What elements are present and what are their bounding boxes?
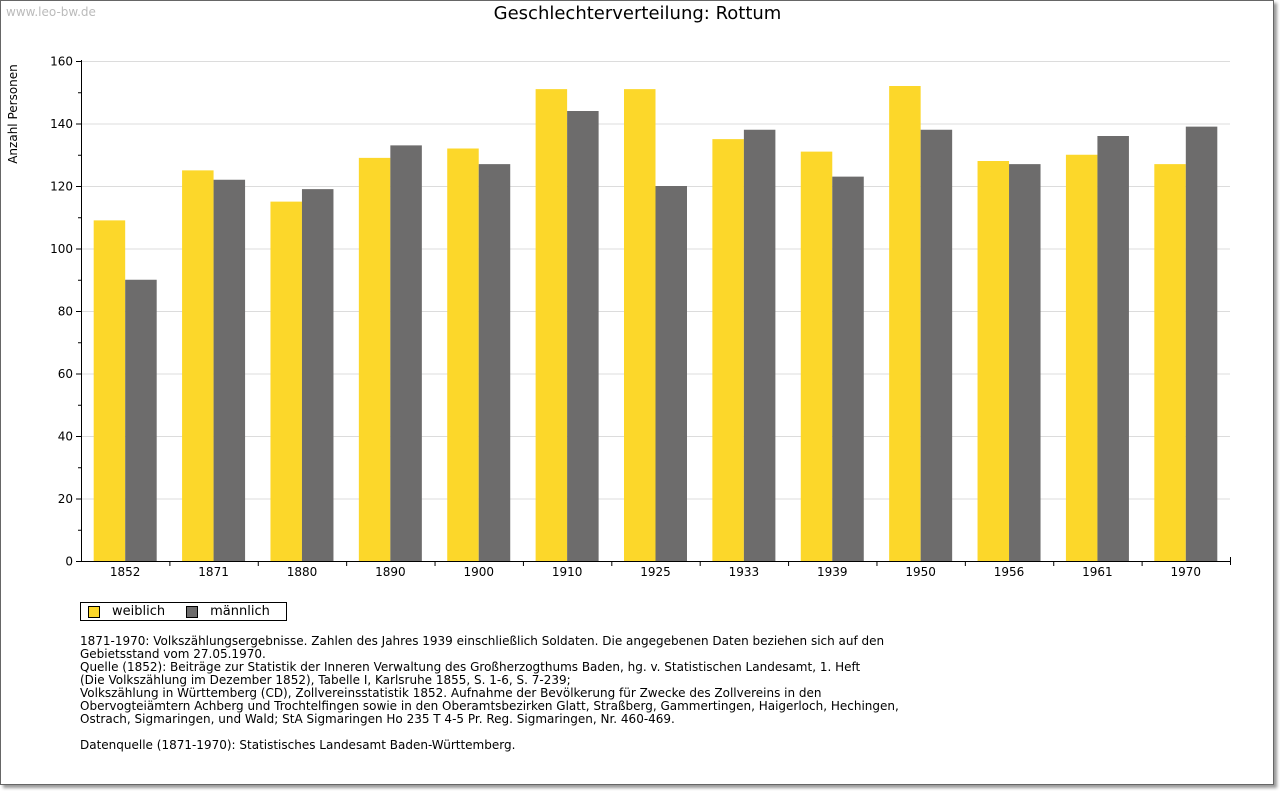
x-tick-label: 1900 <box>463 565 494 579</box>
bar-weiblich-1950 <box>889 86 921 561</box>
bar-weiblich-1925 <box>624 89 656 561</box>
bar-männlich-1871 <box>213 179 246 561</box>
footnote-line: Gebietsstand vom 27.05.1970. <box>80 647 266 661</box>
footnote-line: Ostrach, Sigmaringen, und Wald; StA Sigm… <box>80 712 675 726</box>
footnote-line: Obervogteiämtern Achberg und Trochtelfin… <box>80 699 899 713</box>
bar-weiblich-1956 <box>977 161 1010 561</box>
y-tick-label: 60 <box>58 367 73 381</box>
bar-männlich-1910 <box>567 111 599 561</box>
bar-chart: 0 20 40 60 80 100 120 140 160 1852 1871 1880 1890 190… <box>50 55 1231 579</box>
footnote-line: 1871-1970: Volkszählungsergebnisse. Zahl… <box>80 634 885 648</box>
bar-weiblich-1900 <box>447 148 479 561</box>
bar-männlich-1925 <box>655 186 687 561</box>
bar-männlich-1961 <box>1097 136 1129 561</box>
bar-weiblich-1939 <box>800 151 833 561</box>
bar-weiblich-1852 <box>93 220 126 561</box>
bar-weiblich-1871 <box>182 170 214 561</box>
footnote-line: Volkszählung in Württemberg (CD), Zollve… <box>80 686 822 700</box>
bar-männlich-1956 <box>1009 164 1041 561</box>
y-tick-label: 20 <box>58 492 73 506</box>
bar-männlich-1880 <box>301 189 334 561</box>
data-source: Datenquelle (1871-1970): Statistisches L… <box>80 738 516 752</box>
legend-label-maennlich: männlich <box>210 604 270 619</box>
y-tick-label: 100 <box>50 242 73 256</box>
legend-label-weiblich: weiblich <box>112 604 166 619</box>
x-tick-label: 1890 <box>375 565 406 579</box>
watermark: www.leo-bw.de <box>6 5 96 19</box>
x-tick-label: 1880 <box>287 565 318 579</box>
x-tick-label: 1939 <box>817 565 848 579</box>
footnotes: 1871-1970: Volkszählungsergebnisse. Zahl… <box>80 635 980 752</box>
footnote-line: Quelle (1852): Beiträge zur Statistik de… <box>80 660 861 674</box>
bar-männlich-1950 <box>920 129 953 561</box>
legend: weiblich männlich <box>80 602 287 621</box>
x-tick-label: 1970 <box>1171 565 1202 579</box>
y-tick-label: 80 <box>58 305 73 319</box>
legend-swatch-maennlich <box>186 605 199 618</box>
bar-weiblich-1890 <box>358 157 391 561</box>
bar-weiblich-1880 <box>270 201 302 561</box>
x-tick-label: 1871 <box>198 565 229 579</box>
bar-weiblich-1933 <box>712 139 744 561</box>
legend-item-maennlich: männlich <box>179 604 270 619</box>
y-tick-label: 0 <box>65 555 73 569</box>
x-tick-label: 1961 <box>1082 565 1113 579</box>
x-tick-label: 1950 <box>905 565 936 579</box>
bar-weiblich-1910 <box>535 89 568 561</box>
legend-swatch-weiblich <box>88 605 100 618</box>
bar-männlich-1900 <box>478 164 511 561</box>
bar-männlich-1933 <box>743 129 776 561</box>
chart-title: Geschlechterverteilung: Rottum <box>493 3 782 24</box>
bar-männlich-1852 <box>125 279 157 561</box>
x-tick-label: 1956 <box>994 565 1025 579</box>
bar-weiblich-1970 <box>1154 164 1186 561</box>
legend-item-weiblich: weiblich <box>81 604 165 619</box>
y-tick-label: 120 <box>50 180 73 194</box>
y-tick-label: 160 <box>50 55 73 69</box>
bar-männlich-1890 <box>390 145 422 561</box>
x-tick-label: 1910 <box>552 565 583 579</box>
x-tick-label: 1852 <box>110 565 141 579</box>
y-tick-label: 40 <box>58 430 73 444</box>
bar-männlich-1970 <box>1185 126 1218 561</box>
bar-weiblich-1961 <box>1065 154 1098 561</box>
x-tick-label: 1925 <box>640 565 671 579</box>
x-tick-label: 1933 <box>729 565 760 579</box>
footnote-line: (Die Volkszählung im Dezember 1852), Tab… <box>80 673 571 687</box>
bar-männlich-1939 <box>832 176 864 561</box>
y-tick-label: 140 <box>50 117 73 131</box>
